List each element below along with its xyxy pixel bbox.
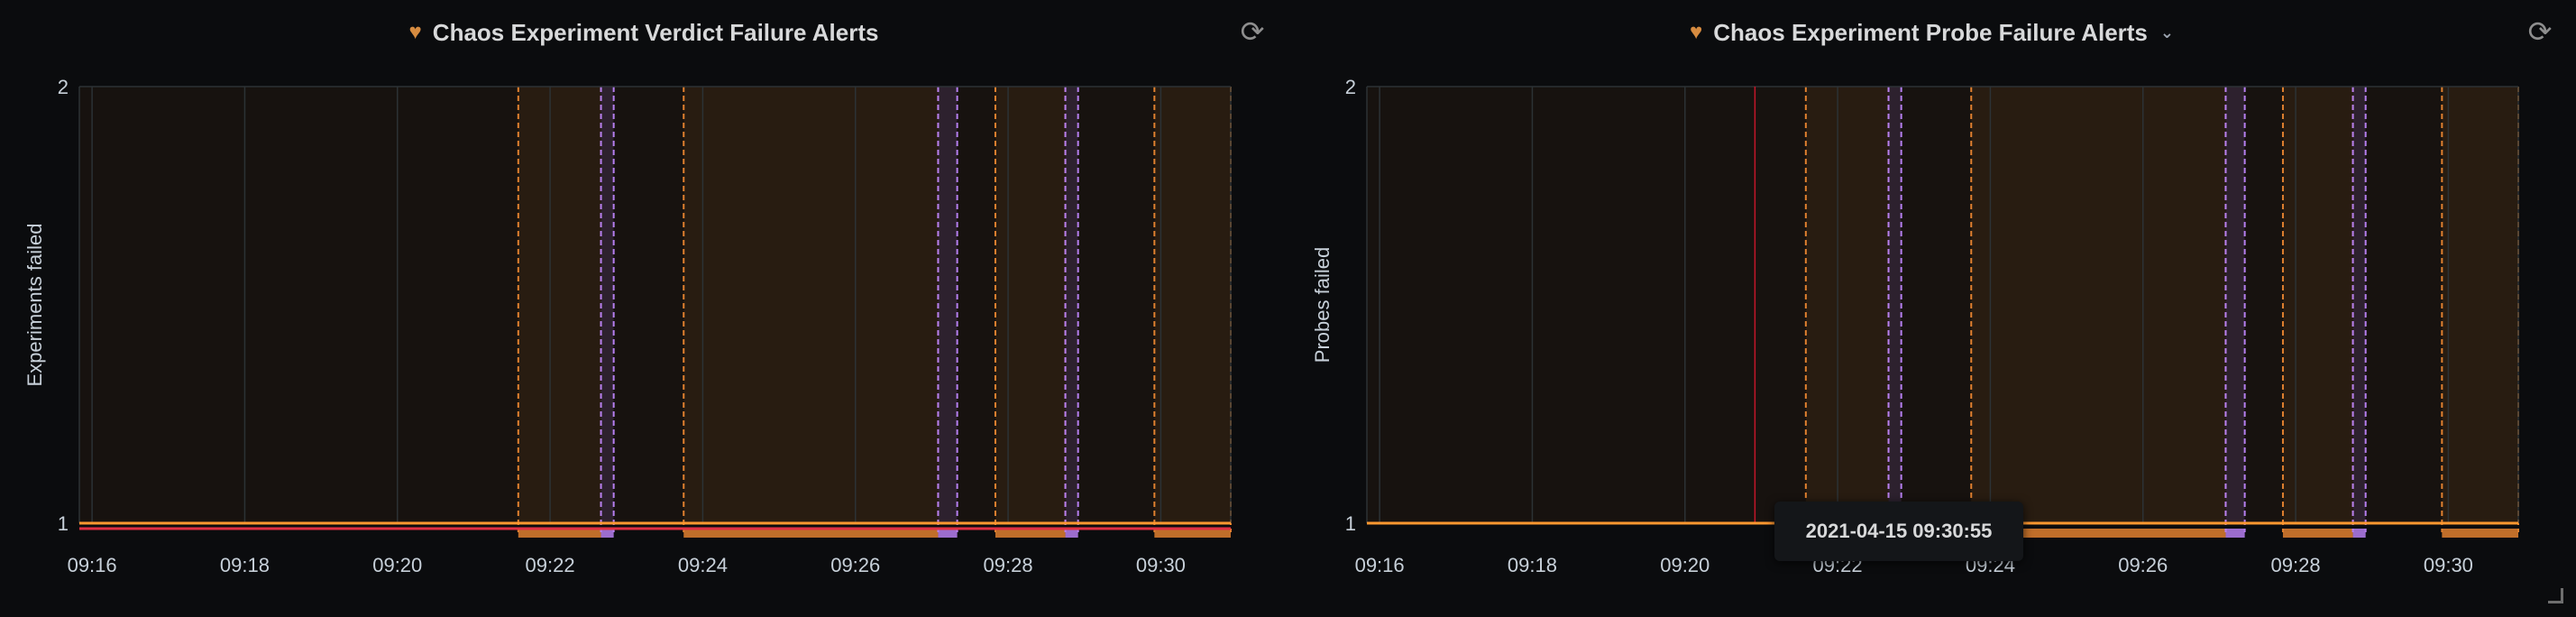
- panel-probe-failure: ♥ Chaos Experiment Probe Failure Alerts …: [1288, 0, 2576, 617]
- tooltip-timestamp: 2021-04-15 09:30:55: [1805, 520, 1993, 542]
- annotation-marker: [2352, 529, 2366, 538]
- refresh-icon[interactable]: ⟳: [2527, 15, 2553, 48]
- annotation-region: [938, 87, 958, 523]
- panel-title[interactable]: Chaos Experiment Probe Failure Alerts: [1713, 18, 2148, 46]
- annotation-marker: [2225, 529, 2245, 538]
- panel-verdict-failure: ♥ Chaos Experiment Verdict Failure Alert…: [0, 0, 1288, 617]
- plot-area: [79, 87, 1231, 523]
- annotation-region: [2225, 87, 2245, 523]
- annotation-marker: [2442, 529, 2518, 538]
- annotation-region: [683, 87, 939, 523]
- annotation-region: [2352, 87, 2366, 523]
- annotation-marker: [683, 529, 939, 538]
- annotation-region: [2442, 87, 2518, 523]
- y-axis-label: Probes failed: [1311, 247, 1334, 363]
- annotation-region: [1065, 87, 1078, 523]
- annotation-region: [1888, 87, 1902, 523]
- heart-icon: ♥: [408, 20, 422, 44]
- x-tick-label: 09:24: [678, 554, 728, 576]
- annotation-region: [1805, 87, 1889, 523]
- x-tick-label: 09:26: [2118, 554, 2168, 576]
- y-tick-label: 2: [1345, 76, 1356, 98]
- y-tick-label: 2: [58, 76, 69, 98]
- x-tick-label: 09:30: [1136, 554, 1186, 576]
- y-axis-label: Experiments failed: [23, 224, 46, 387]
- chart-verdict-failure[interactable]: 09:16 09:18 09:20 09:22 09:24 09:26 09:28 09:30…: [0, 0, 1288, 617]
- annotation-region: [600, 87, 614, 523]
- x-tick-label: 09:18: [1508, 554, 1557, 576]
- hover-tooltip: 2021-04-15 09:30:55: [1774, 502, 2023, 561]
- chart-probe-failure[interactable]: 09:16 09:18 09:20 09:22 09:24 09:26 09:28 09:30…: [1288, 0, 2576, 617]
- annotation-marker: [1065, 529, 1078, 538]
- x-tick-label: 09:30: [2424, 554, 2473, 576]
- annotation-marker: [995, 529, 1066, 538]
- x-tick-label: 09:20: [1660, 554, 1710, 576]
- x-tick-label: 09:16: [68, 554, 117, 576]
- refresh-icon[interactable]: ⟳: [1240, 15, 1265, 48]
- annotation-region: [2282, 87, 2353, 523]
- heart-icon: ♥: [1690, 20, 1703, 44]
- annotation-marker: [1971, 529, 2226, 538]
- x-tick-label: 09:26: [830, 554, 880, 576]
- x-tick-label: 09:20: [372, 554, 422, 576]
- annotation-marker: [1154, 529, 1231, 538]
- annotation-region: [1154, 87, 1231, 523]
- annotation-region: [1971, 87, 2226, 523]
- x-tick-label: 09:18: [220, 554, 270, 576]
- x-tick-label: 09:22: [526, 554, 575, 576]
- panel-header[interactable]: ♥ Chaos Experiment Probe Failure Alerts …: [1288, 13, 2576, 52]
- annotation-marker: [600, 529, 614, 538]
- annotation-marker: [938, 529, 958, 538]
- resize-handle[interactable]: [2548, 588, 2563, 603]
- panel-title[interactable]: Chaos Experiment Verdict Failure Alerts: [432, 18, 879, 46]
- annotation-region: [518, 87, 601, 523]
- x-tick-label: 09:28: [984, 554, 1033, 576]
- plot-area: [1367, 87, 2518, 523]
- y-tick-label: 1: [58, 512, 69, 535]
- x-tick-label: 09:28: [2271, 554, 2321, 576]
- y-tick-label: 1: [1345, 512, 1356, 535]
- annotation-marker: [2282, 529, 2353, 538]
- x-tick-label: 09:16: [1355, 554, 1405, 576]
- annotation-marker: [518, 529, 601, 538]
- chevron-down-icon[interactable]: ⌄: [2159, 23, 2174, 41]
- annotation-region: [995, 87, 1066, 523]
- panel-header[interactable]: ♥ Chaos Experiment Verdict Failure Alert…: [0, 13, 1288, 52]
